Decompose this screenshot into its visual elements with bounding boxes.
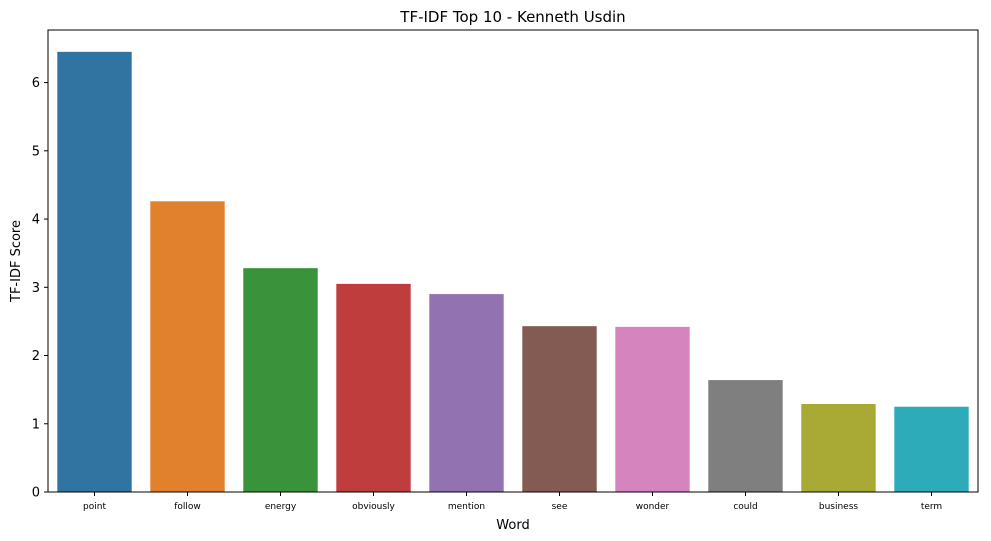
x-tick-label: term <box>921 502 942 512</box>
x-tick-label: point <box>83 502 106 512</box>
plot-frame <box>47 29 979 493</box>
bars-group <box>57 51 969 493</box>
y-tick-label: 4 <box>32 213 40 228</box>
bar-business <box>801 403 876 492</box>
y-tick-label: 3 <box>32 281 40 296</box>
x-tick-label: follow <box>174 502 201 512</box>
bar-point <box>57 51 132 492</box>
bar-term <box>894 406 969 492</box>
y-axis-ticks: 0 1 2 3 4 5 6 <box>32 76 48 501</box>
bar-follow <box>150 201 225 493</box>
x-tick-label: obviously <box>352 502 395 512</box>
bar-wonder <box>615 326 690 492</box>
x-axis-ticks: point follow energy obviously mention see wond… <box>83 492 942 512</box>
x-axis-label: Word <box>496 518 529 533</box>
x-tick-label: business <box>819 502 859 512</box>
x-tick-label: could <box>733 502 757 512</box>
bar-see <box>522 326 597 492</box>
bar-mention <box>429 294 504 492</box>
y-tick-label: 6 <box>32 76 40 91</box>
y-tick-label: 0 <box>32 486 40 501</box>
x-tick-label: see <box>552 502 568 512</box>
x-tick-label: mention <box>448 502 485 512</box>
bar-energy <box>243 268 318 492</box>
y-axis-label: TF-IDF Score <box>9 220 24 303</box>
y-tick-label: 5 <box>32 144 40 159</box>
x-tick-label: energy <box>265 502 297 512</box>
y-tick-label: 1 <box>32 417 40 432</box>
chart-title: TF-IDF Top 10 - Kenneth Usdin <box>399 8 625 26</box>
x-tick-label: wonder <box>636 502 670 512</box>
y-tick-label: 2 <box>32 349 40 364</box>
bar-could <box>708 380 783 492</box>
bar-obviously <box>336 283 411 492</box>
